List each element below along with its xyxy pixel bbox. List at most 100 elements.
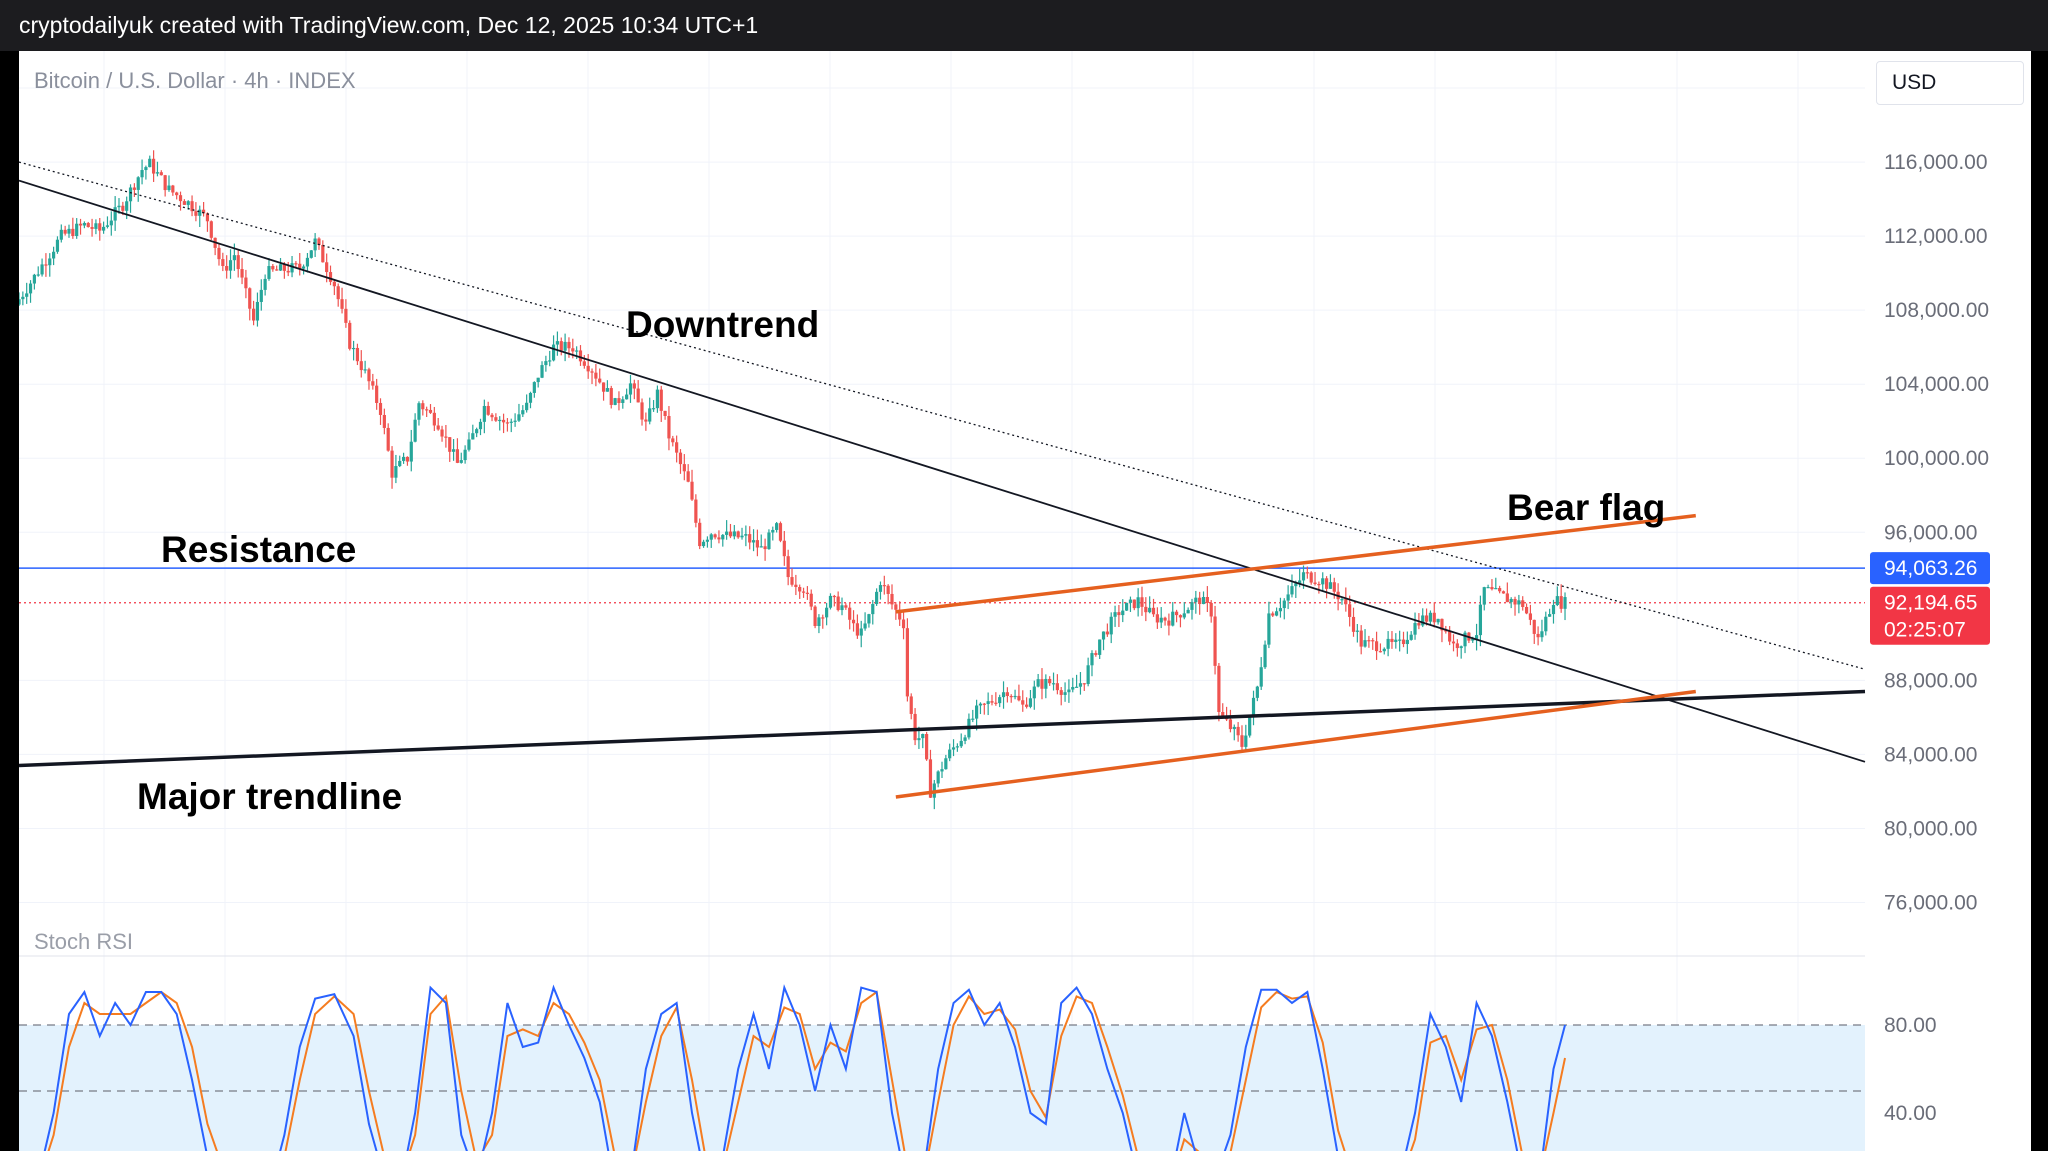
candles[interactable] <box>19 150 1567 810</box>
candle-body <box>475 429 479 434</box>
candle-body <box>1290 586 1294 595</box>
candle-body <box>759 546 763 548</box>
candle-body <box>1136 597 1140 609</box>
price-tick-label: 80,000.00 <box>1884 817 1977 840</box>
candle-body <box>1382 648 1386 652</box>
candle-body <box>1282 600 1286 609</box>
candle-body <box>505 422 510 424</box>
candle-body <box>163 175 167 191</box>
candle-body <box>1528 613 1533 620</box>
candle-body <box>955 746 959 748</box>
candle-body <box>1167 620 1171 626</box>
candle-body <box>428 409 433 413</box>
candle-body <box>486 405 490 415</box>
candle-body <box>1044 678 1048 689</box>
candle-body <box>1001 692 1006 698</box>
candle-body <box>671 438 675 443</box>
candle-body <box>148 158 152 168</box>
stoch-axis: 80.00 40.00 <box>1884 1014 1937 1125</box>
candle-body <box>559 341 563 351</box>
price-chart[interactable]: 120,000.00116,000.00112,000.00108,000.00… <box>19 51 2031 1151</box>
candle-body <box>1090 653 1094 666</box>
candle-body <box>394 466 398 478</box>
candle-body <box>1113 612 1117 617</box>
candle-body <box>801 591 806 593</box>
candle-body <box>425 409 429 411</box>
candle-body <box>1563 597 1567 609</box>
candle-body <box>225 266 229 271</box>
candle-body <box>1159 617 1163 623</box>
currency-button[interactable]: USD <box>1876 61 2024 105</box>
candle-body <box>744 534 748 536</box>
candle-body <box>86 223 90 228</box>
candle-body <box>1421 615 1425 626</box>
candle-body <box>325 262 329 273</box>
bear-flag-upper-line <box>895 513 1696 614</box>
chart-panel[interactable]: 120,000.00116,000.00112,000.00108,000.00… <box>19 51 2031 1151</box>
candle-body <box>117 205 121 208</box>
candle-body <box>401 456 406 461</box>
candle-body <box>202 209 206 214</box>
candle-body <box>1228 719 1233 730</box>
candle-body <box>809 593 813 607</box>
candle-body <box>1278 608 1283 612</box>
candle-body <box>975 705 979 719</box>
candle-body <box>1544 616 1548 632</box>
candle-body <box>513 420 517 422</box>
candle-body <box>1078 683 1083 687</box>
candle-body <box>1409 634 1413 640</box>
candle-body <box>913 713 917 741</box>
candle-body <box>1151 607 1156 615</box>
candle-body <box>713 534 717 538</box>
candle-body <box>609 388 613 405</box>
candle-body <box>94 223 98 229</box>
symbol-title[interactable]: Bitcoin / U.S. Dollar · 4h · INDEX <box>34 68 356 93</box>
price-tick-label: 108,000.00 <box>1884 299 1989 322</box>
candle-body <box>1559 596 1563 609</box>
candle-body <box>1259 667 1263 687</box>
candle-body <box>1063 692 1067 695</box>
candle-body <box>59 229 63 240</box>
candle-body <box>548 360 552 362</box>
attribution-bar: cryptodailyuk created with TradingView.c… <box>0 0 2048 51</box>
candle-body <box>1021 700 1025 705</box>
trendlines[interactable] <box>19 161 1866 799</box>
candle-body <box>152 158 156 174</box>
stoch-tick-label: 40.00 <box>1884 1102 1937 1125</box>
candle-body <box>1286 594 1290 601</box>
stoch-title[interactable]: Stoch RSI <box>34 929 133 954</box>
candle-body <box>490 414 494 418</box>
candle-body <box>1155 614 1159 623</box>
candle-body <box>351 347 356 350</box>
candle-body <box>332 281 336 287</box>
candle-body <box>851 619 856 624</box>
candle-body <box>236 255 240 270</box>
candle-body <box>1148 607 1152 613</box>
price-tick-label: 100,000.00 <box>1884 447 1989 470</box>
candle-body <box>1032 686 1036 699</box>
candle-body <box>1455 643 1459 649</box>
candle-body <box>1144 606 1148 613</box>
candle-body <box>451 449 456 452</box>
candle-body <box>375 385 379 403</box>
candle-body <box>1017 695 1021 701</box>
candle-body <box>925 734 929 760</box>
candle-body <box>1009 695 1013 698</box>
candle-body <box>986 701 990 705</box>
candle-body <box>778 523 783 541</box>
candle-body <box>694 499 698 523</box>
candle-body <box>1051 683 1056 685</box>
candle-body <box>1471 638 1475 641</box>
price-axis[interactable]: 120,000.00116,000.00112,000.00108,000.00… <box>1884 77 1989 914</box>
candle-body <box>1201 597 1206 605</box>
candle-body <box>717 537 721 540</box>
candle-body <box>836 596 840 611</box>
candle-body <box>467 439 471 450</box>
candle-body <box>286 270 290 273</box>
price-tick-label: 84,000.00 <box>1884 743 1977 766</box>
candle-body <box>175 192 179 196</box>
candle-body <box>551 344 556 361</box>
candle-body <box>825 607 829 618</box>
candle-body <box>725 531 729 535</box>
candle-body <box>1394 639 1398 642</box>
